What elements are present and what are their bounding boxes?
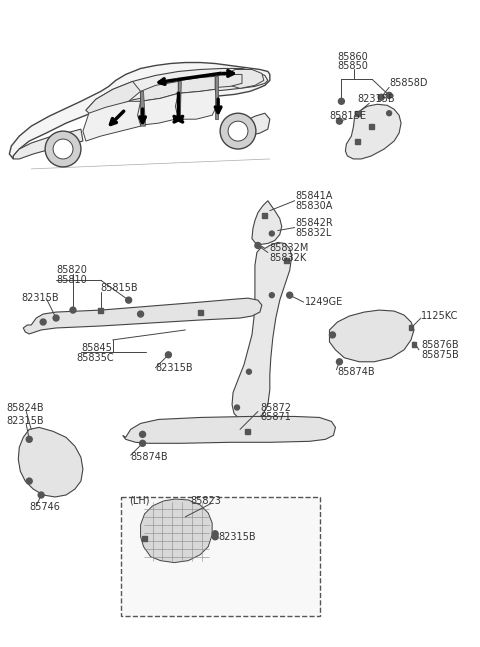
Polygon shape xyxy=(9,63,270,159)
Bar xyxy=(263,213,267,218)
Text: 85858D: 85858D xyxy=(389,78,428,89)
Circle shape xyxy=(212,534,218,540)
Text: 85832M: 85832M xyxy=(270,243,309,254)
Circle shape xyxy=(45,131,81,167)
Polygon shape xyxy=(232,243,292,421)
Circle shape xyxy=(336,118,342,124)
Circle shape xyxy=(255,243,261,248)
Text: 1249GE: 1249GE xyxy=(305,297,343,307)
Bar xyxy=(408,325,413,331)
Text: 85874B: 85874B xyxy=(131,452,168,462)
Text: 85850: 85850 xyxy=(337,61,368,72)
Text: 85832K: 85832K xyxy=(270,254,307,263)
Text: 82315B: 82315B xyxy=(156,363,193,373)
Polygon shape xyxy=(179,82,181,119)
Text: 85842R: 85842R xyxy=(296,217,334,228)
Circle shape xyxy=(53,315,59,321)
Text: 85874B: 85874B xyxy=(337,367,375,377)
Text: 85823: 85823 xyxy=(190,496,221,506)
Circle shape xyxy=(212,531,218,537)
Text: 82315B: 82315B xyxy=(21,293,59,303)
Circle shape xyxy=(246,369,252,374)
Text: 85872: 85872 xyxy=(260,402,291,413)
Text: 85830A: 85830A xyxy=(296,201,333,211)
Polygon shape xyxy=(240,113,270,136)
Text: 85845: 85845 xyxy=(81,343,112,353)
Circle shape xyxy=(338,98,344,104)
Polygon shape xyxy=(175,89,218,119)
Text: 85746: 85746 xyxy=(29,502,60,512)
Polygon shape xyxy=(123,417,336,443)
Text: 85876B: 85876B xyxy=(421,340,458,350)
Circle shape xyxy=(378,94,384,100)
Bar xyxy=(98,307,103,313)
Bar xyxy=(142,536,147,542)
Text: 85820: 85820 xyxy=(56,265,87,276)
Polygon shape xyxy=(141,91,145,126)
Circle shape xyxy=(26,478,32,484)
Circle shape xyxy=(140,441,145,446)
Polygon shape xyxy=(86,82,141,115)
Text: 85815B: 85815B xyxy=(101,283,138,293)
Polygon shape xyxy=(329,310,414,362)
Text: 1125KC: 1125KC xyxy=(421,311,458,321)
Polygon shape xyxy=(215,76,218,119)
Circle shape xyxy=(140,432,145,437)
Text: 82315B: 82315B xyxy=(218,532,256,542)
Circle shape xyxy=(269,292,274,298)
Bar xyxy=(411,342,417,347)
Polygon shape xyxy=(23,298,262,334)
Circle shape xyxy=(235,405,240,410)
Text: (LH): (LH) xyxy=(129,496,149,506)
Polygon shape xyxy=(346,104,401,159)
Circle shape xyxy=(138,311,144,317)
Circle shape xyxy=(387,111,392,116)
Text: 85875B: 85875B xyxy=(421,350,459,360)
Polygon shape xyxy=(18,428,83,497)
Text: 85815E: 85815E xyxy=(329,111,366,121)
Circle shape xyxy=(269,231,274,236)
Circle shape xyxy=(70,307,76,313)
Bar xyxy=(284,258,289,263)
Text: 85810: 85810 xyxy=(56,275,87,285)
Circle shape xyxy=(53,139,73,159)
Circle shape xyxy=(38,492,44,498)
Polygon shape xyxy=(141,82,179,102)
Circle shape xyxy=(40,319,46,325)
Circle shape xyxy=(166,352,171,358)
Bar xyxy=(355,111,360,116)
Text: 85841A: 85841A xyxy=(296,191,333,201)
Polygon shape xyxy=(217,74,242,87)
Bar xyxy=(245,429,251,434)
Polygon shape xyxy=(86,69,268,113)
Polygon shape xyxy=(252,201,282,245)
Circle shape xyxy=(336,359,342,365)
Text: 85832L: 85832L xyxy=(296,228,332,237)
Bar xyxy=(355,138,360,144)
Bar xyxy=(198,309,203,314)
Polygon shape xyxy=(225,69,264,89)
Text: 82315B: 82315B xyxy=(357,94,395,104)
Circle shape xyxy=(26,436,32,443)
Circle shape xyxy=(126,297,132,303)
Polygon shape xyxy=(179,76,215,93)
Circle shape xyxy=(228,121,248,141)
Text: 85835C: 85835C xyxy=(76,353,114,363)
Polygon shape xyxy=(141,499,212,563)
Polygon shape xyxy=(83,102,145,141)
Bar xyxy=(369,124,374,129)
Text: 85871: 85871 xyxy=(260,412,291,422)
Text: 85860: 85860 xyxy=(337,52,368,61)
Circle shape xyxy=(386,93,392,98)
Circle shape xyxy=(287,292,293,298)
Polygon shape xyxy=(13,129,83,159)
Circle shape xyxy=(220,113,256,149)
Circle shape xyxy=(329,332,336,338)
FancyBboxPatch shape xyxy=(120,497,320,617)
Text: 82315B: 82315B xyxy=(6,417,44,426)
Polygon shape xyxy=(138,93,180,125)
Text: 85824B: 85824B xyxy=(6,402,44,413)
